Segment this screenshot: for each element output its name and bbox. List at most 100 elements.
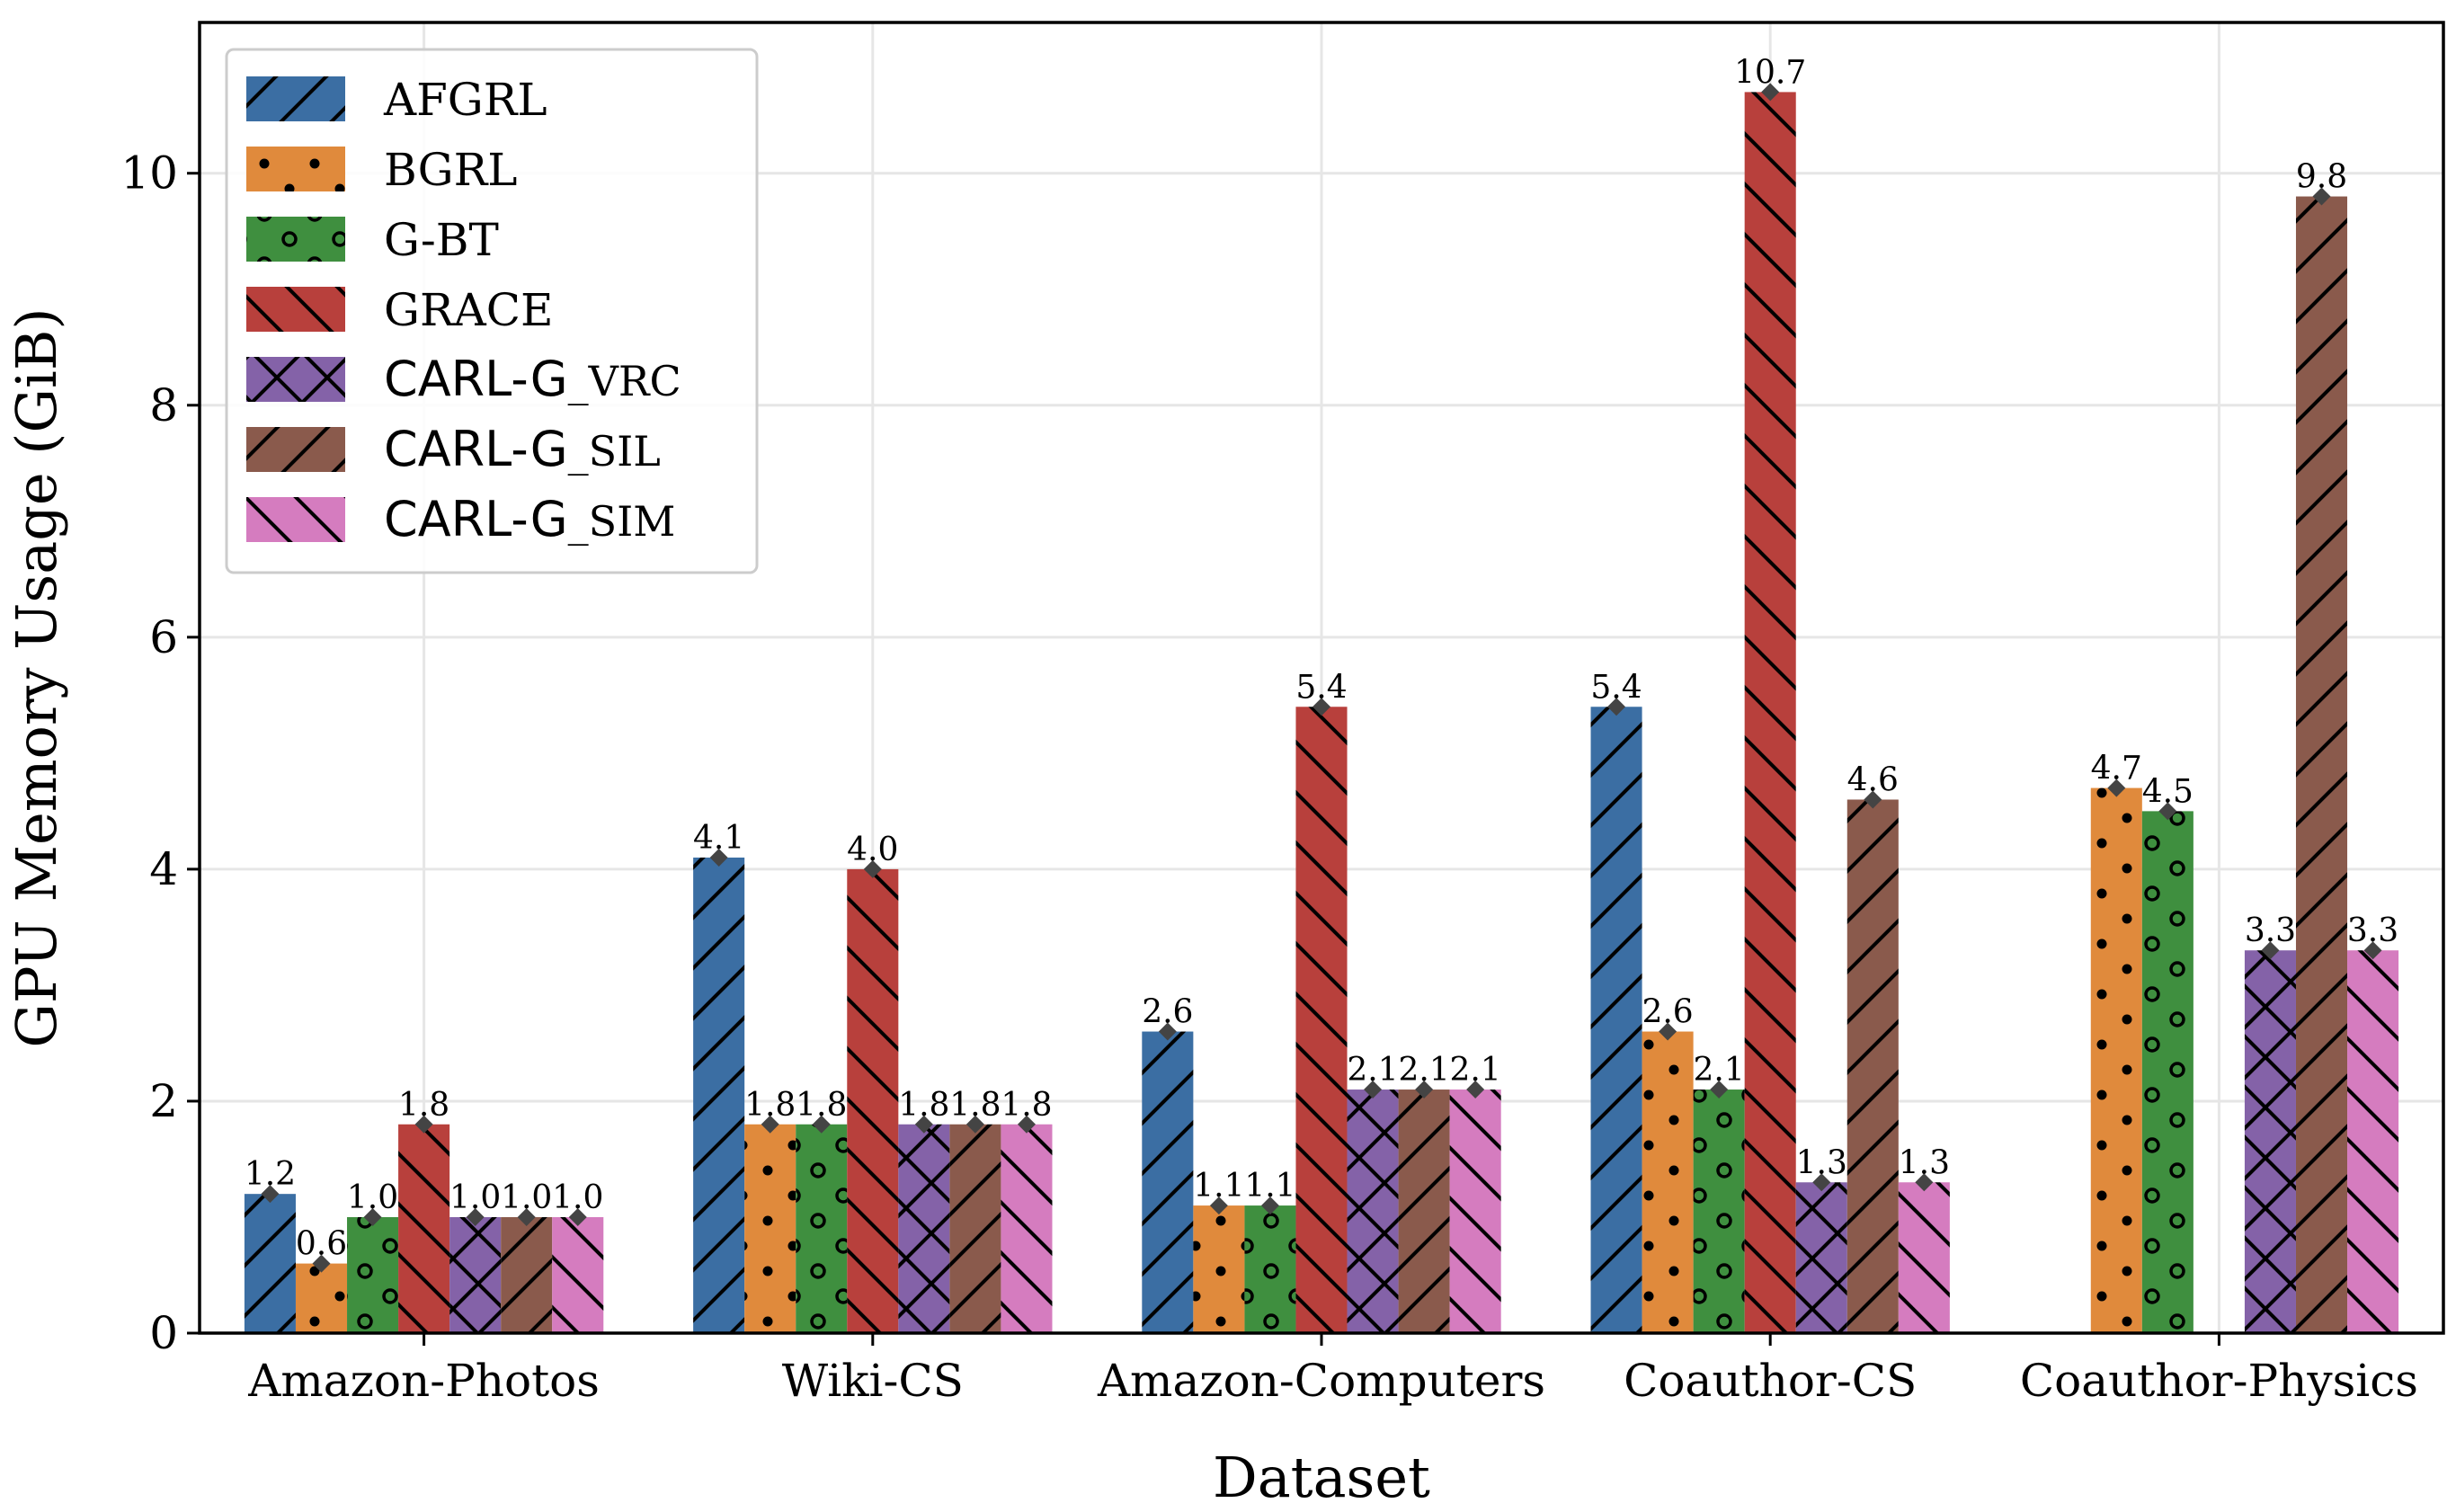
mean-marker [312,1254,331,1273]
bar-label-grace-wiki-cs: 4.0 [847,832,898,868]
bar-label-afgrl-coauthor-cs: 5.4 [1590,669,1642,706]
legend: AFGRL BGRL G-BT GRACE CARL-G_VRC CARL-G_SIL CA… [225,48,759,574]
bar-afgrl-wiki-cs [693,857,745,1333]
mean-marker [914,1115,933,1134]
bar-bgrl-amazon-photos [295,1263,348,1333]
bar-label-afgrl-wiki-cs: 4.1 [693,820,744,857]
bar-carl-g-sim-coauthor-cs [1898,1182,1950,1333]
bar-label-g-bt-amazon-photos: 1.0 [347,1179,398,1216]
mean-marker [709,848,728,867]
legend-swatch-grace [246,287,345,332]
mean-marker [1761,83,1780,102]
legend-label-bgrl: BGRL [384,144,517,196]
bar-label-grace-amazon-photos: 1.8 [398,1087,449,1124]
mean-marker [863,859,882,878]
bar-label-carl-g-sim-wiki-cs: 1.8 [1001,1087,1052,1124]
bar-grace-coauthor-cs [1744,92,1796,1334]
legend-box [225,48,759,574]
mean-marker [1364,1081,1383,1099]
bar-carl-g-sim-amazon-photos [552,1216,604,1333]
bar-label-carl-g-sil-coauthor-cs: 4.6 [1847,761,1899,798]
mean-marker [261,1185,280,1204]
mean-marker [1607,698,1626,716]
mean-marker [812,1115,831,1134]
bar-label-carl-g-vrc-wiki-cs: 1.8 [898,1087,949,1124]
mean-marker [1260,1196,1279,1215]
bar-label-carl-g-vrc-amazon-photos: 1.0 [449,1179,501,1216]
mean-marker [363,1207,382,1226]
bar-label-bgrl-coauthor-physics: 4.7 [2091,751,2142,787]
legend-swatch-afgrl [246,76,345,121]
bar-label-carl-g-sim-amazon-photos: 1.0 [552,1179,603,1216]
bar-label-carl-g-sim-coauthor-cs: 1.3 [1899,1144,1950,1181]
bar-g-bt-coauthor-cs [1693,1090,1745,1333]
bars [244,83,2399,1334]
mean-marker [1466,1081,1485,1099]
bar-carl-g-sil-coauthor-cs [1846,799,1899,1333]
mean-marker [761,1115,779,1134]
bar-g-bt-wiki-cs [796,1124,848,1333]
mean-marker [1209,1196,1228,1215]
bar-bgrl-amazon-computers [1193,1205,1245,1333]
y-axis-label: GPU Memory Usage (GiB) [4,307,69,1047]
y-tick-label: 0 [149,1307,178,1359]
legend-swatch-carl-g-sim [246,497,345,542]
bar-bgrl-wiki-cs [744,1124,796,1333]
y-tick-label: 10 [120,147,178,200]
x-axis-label: Dataset [1213,1445,1430,1510]
legend-label-carl-g-sil: CARL-G_SIL [384,421,661,477]
bar-label-bgrl-wiki-cs: 1.8 [744,1087,796,1124]
bar-carl-g-sil-amazon-photos [501,1216,553,1333]
bar-label-afgrl-amazon-photos: 1.2 [245,1156,296,1193]
y-tick-label: 8 [149,379,178,431]
x-tick-label-coauthor-physics: Coauthor-Physics [2020,1355,2418,1407]
mean-marker [2158,802,2177,821]
bar-label-g-bt-coauthor-physics: 4.5 [2142,773,2193,810]
bar-afgrl-amazon-photos [244,1194,296,1333]
bar-label-carl-g-vrc-coauthor-physics: 3.3 [2245,912,2296,949]
mean-marker [466,1207,485,1226]
bar-bgrl-coauthor-cs [1642,1031,1694,1333]
mean-marker [1313,698,1330,716]
mean-marker [2363,941,2382,960]
bar-carl-g-vrc-wiki-cs [898,1124,950,1333]
legend-label-grace: GRACE [384,284,553,336]
bar-grace-wiki-cs [847,868,899,1333]
bar-label-bgrl-coauthor-cs: 2.6 [1642,994,1693,1031]
bar-label-g-bt-coauthor-cs: 2.1 [1694,1052,1745,1089]
legend-swatch-bgrl [246,147,345,191]
bar-label-carl-g-sil-coauthor-physics: 9.8 [2296,159,2347,196]
legend-swatch-carl-g-sil [246,427,345,472]
y-tick-label: 6 [149,611,178,663]
mean-marker [1415,1081,1434,1099]
bar-label-afgrl-amazon-computers: 2.6 [1142,994,1193,1031]
bar-label-carl-g-sil-amazon-photos: 1.0 [501,1179,552,1216]
bar-carl-g-sil-amazon-computers [1398,1090,1450,1333]
bar-label-grace-coauthor-cs: 10.7 [1734,54,1806,91]
bar-g-bt-coauthor-physics [2141,811,2193,1333]
legend-label-afgrl: AFGRL [383,74,547,126]
plot-frame [198,21,2445,1335]
bar-label-bgrl-amazon-photos: 0.6 [296,1226,347,1263]
x-tick-label-amazon-computers: Amazon-Computers [1097,1355,1545,1407]
bar-bgrl-coauthor-physics [2090,787,2142,1333]
mean-marker [2107,778,2126,797]
y-tick-label: 2 [149,1075,178,1127]
mean-marker [1659,1022,1677,1041]
bar-g-bt-amazon-computers [1244,1205,1296,1333]
bar-carl-g-vrc-coauthor-physics [2244,950,2296,1333]
bar-grace-amazon-photos [398,1124,450,1333]
x-tick-label-wiki-cs: Wiki-CS [782,1355,964,1407]
bar-label-carl-g-sil-wiki-cs: 1.8 [949,1087,1001,1124]
bar-label-g-bt-wiki-cs: 1.8 [796,1087,847,1124]
legend-swatch-carl-g-vrc [246,357,345,402]
mean-marker [1158,1022,1177,1041]
bar-afgrl-amazon-computers [1142,1031,1194,1333]
bar-label-grace-amazon-computers: 5.4 [1295,669,1347,706]
bar-label-carl-g-sim-amazon-computers: 2.1 [1450,1052,1501,1089]
bar-carl-g-vrc-amazon-computers [1347,1090,1399,1333]
bar-carl-g-sil-coauthor-physics [2295,196,2348,1334]
bar-carl-g-vrc-amazon-photos [449,1216,502,1333]
